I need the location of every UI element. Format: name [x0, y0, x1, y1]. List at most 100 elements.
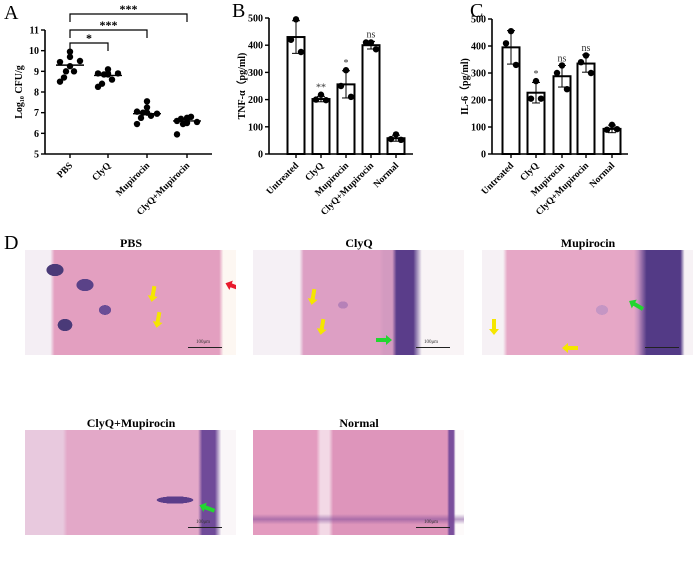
tissue-section	[482, 250, 693, 355]
data-point	[287, 36, 295, 43]
x-tick-label: Normal	[588, 161, 617, 190]
data-point	[337, 82, 345, 90]
data-point	[608, 121, 616, 129]
scale-bar	[416, 347, 450, 348]
green-arrow-icon	[376, 335, 392, 345]
data-point	[582, 52, 590, 59]
data-point	[317, 91, 325, 98]
significance-label: ns	[367, 29, 376, 40]
bar	[311, 98, 331, 155]
y-tick-label: 200	[248, 95, 263, 106]
histology-image: 100μm	[25, 430, 236, 535]
x-tick-label: PBS	[56, 161, 75, 180]
data-point	[372, 46, 380, 53]
data-point	[512, 61, 520, 69]
scale-bar	[416, 527, 450, 528]
histology-title: PBS	[119, 236, 142, 250]
y-tick-label: 8	[34, 88, 39, 99]
data-point	[537, 95, 545, 102]
y-axis-label: IL-6（pg/ml)	[458, 58, 471, 115]
data-point	[507, 27, 515, 35]
significance-label: **	[316, 83, 326, 94]
data-point	[563, 86, 571, 93]
y-tick-label: 10	[29, 46, 39, 57]
scale-bar	[188, 347, 222, 348]
y-tick-label: 7	[34, 108, 39, 119]
yellow-arrow-icon	[316, 318, 327, 335]
data-point	[173, 131, 181, 138]
scale-bar-label: 100μm	[196, 520, 211, 525]
data-point	[558, 62, 566, 69]
data-point	[56, 58, 64, 66]
data-point	[397, 136, 405, 144]
x-tick-label: Untreated	[480, 161, 517, 198]
data-point	[133, 108, 141, 115]
data-point	[114, 70, 122, 77]
data-point	[527, 95, 535, 102]
y-tick-label: 300	[248, 68, 263, 79]
data-point	[137, 114, 145, 122]
significance-label: ***	[120, 2, 138, 16]
y-tick-label: 500	[471, 15, 486, 26]
panel-label-b: B	[232, 0, 246, 22]
significance-bracket	[69, 29, 148, 38]
data-point	[322, 96, 330, 104]
y-tick-label: 11	[30, 26, 39, 37]
y-tick-label: 200	[471, 96, 486, 107]
scale-bar-label: 100μm	[424, 520, 439, 525]
data-point	[76, 57, 84, 65]
tissue-section	[253, 430, 464, 535]
y-tick-label: 0	[481, 150, 486, 161]
red-arrow-icon	[225, 280, 236, 291]
data-point	[100, 71, 108, 78]
data-point	[553, 69, 561, 77]
green-arrow-icon	[199, 502, 216, 513]
yellow-arrow-icon	[147, 285, 158, 302]
scale-bar-label: 100μm	[424, 340, 439, 345]
data-point	[147, 112, 155, 119]
tissue-section	[253, 250, 464, 355]
histology-image: 100μm	[253, 250, 464, 355]
yellow-arrow-icon	[562, 343, 578, 353]
histology-image: 100μm	[25, 250, 236, 355]
x-tick-label: ClyQ	[304, 161, 326, 183]
x-tick-label: ClyQ	[519, 161, 541, 183]
data-point	[94, 70, 102, 77]
data-point	[187, 113, 195, 121]
tissue-section	[25, 430, 236, 535]
y-tick-label: 300	[471, 69, 486, 80]
data-point	[362, 39, 370, 46]
data-point	[94, 83, 102, 91]
data-point	[66, 62, 74, 70]
x-tick-label: ClyQ	[91, 161, 113, 183]
histology-title: Mupirocin	[560, 236, 616, 250]
significance-bracket	[69, 13, 188, 22]
histology-title: Normal	[339, 416, 379, 430]
data-point	[577, 59, 585, 66]
y-axis-label: Log₁₀ CFU/g	[14, 65, 25, 119]
x-tick-label: Mupirocin	[115, 161, 153, 199]
x-tick-label: Normal	[372, 161, 401, 190]
data-point	[347, 93, 355, 101]
data-point	[392, 131, 400, 138]
data-point	[70, 68, 78, 75]
significance-label: ***	[100, 18, 118, 32]
data-point	[133, 120, 141, 128]
data-point	[193, 118, 201, 126]
data-point	[143, 98, 151, 105]
scale-bar-label: 100μm	[196, 340, 211, 345]
data-point	[139, 109, 147, 116]
data-point	[297, 48, 305, 56]
yellow-arrow-icon	[307, 288, 318, 305]
y-tick-label: 500	[248, 14, 263, 25]
data-point	[342, 67, 350, 74]
tissue-section	[25, 250, 236, 355]
significance-label: *	[534, 69, 539, 80]
data-point	[66, 53, 74, 61]
bar	[576, 62, 596, 155]
bar	[361, 44, 381, 156]
green-arrow-icon	[629, 299, 644, 311]
significance-label: *	[344, 58, 349, 69]
y-tick-label: 100	[248, 122, 263, 133]
y-tick-label: 100	[471, 123, 486, 134]
